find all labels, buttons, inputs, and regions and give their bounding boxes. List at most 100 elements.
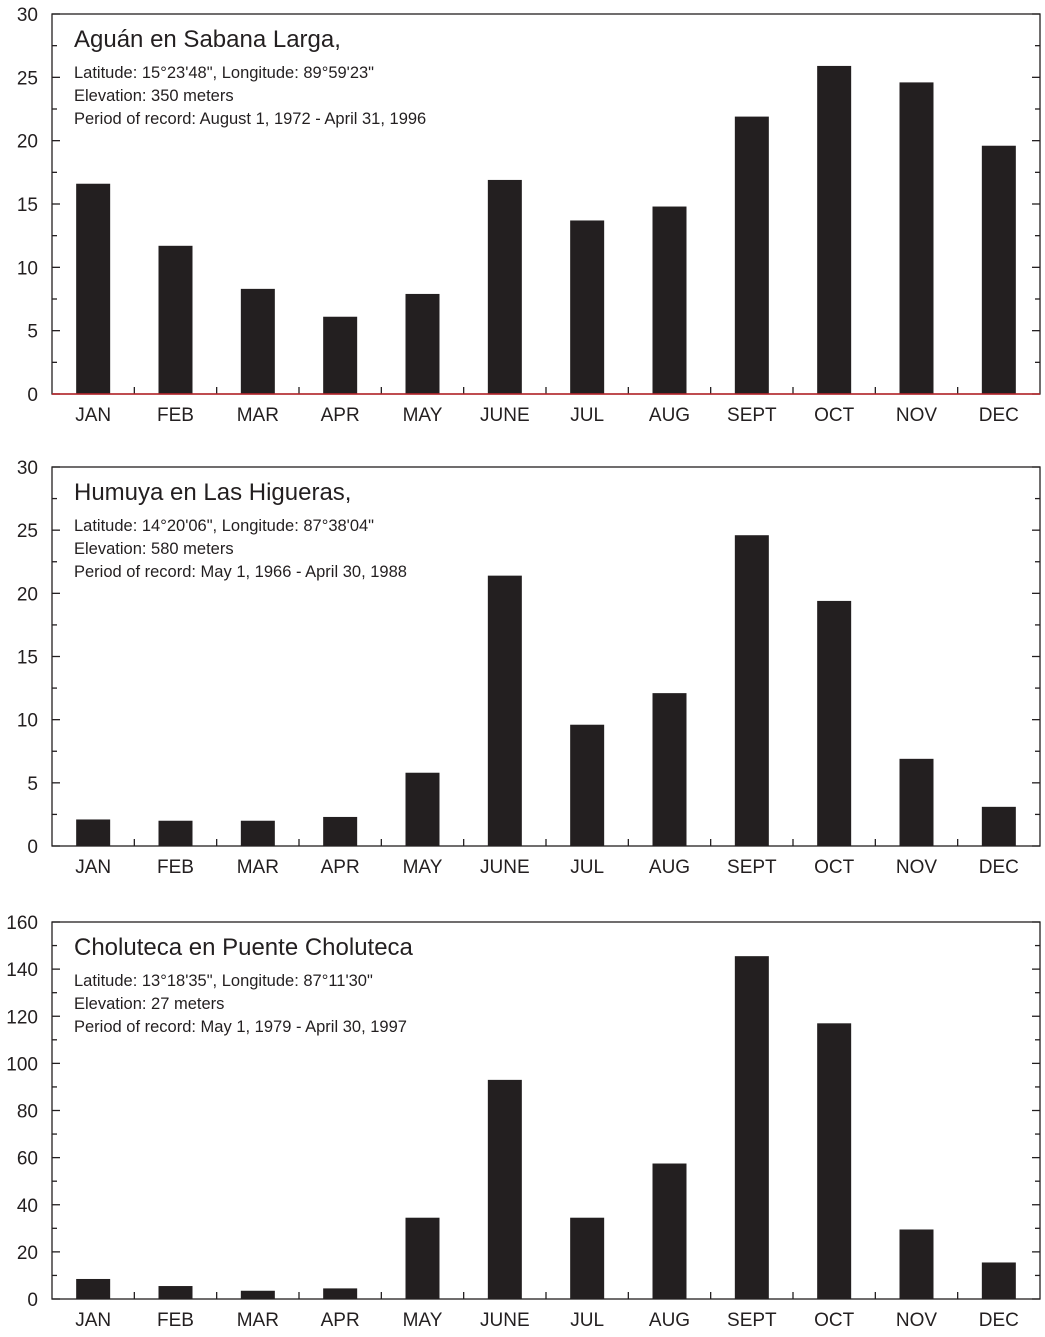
bar-mar (240, 820, 275, 846)
bar-feb (158, 820, 193, 846)
bar-may (405, 293, 440, 394)
x-tick-label: DEC (979, 1310, 1019, 1331)
x-tick-label: JAN (75, 405, 111, 426)
station-info-line: Elevation: 27 meters (74, 995, 224, 1013)
x-tick-label: JUL (570, 1310, 604, 1331)
x-tick-label: JUNE (480, 857, 530, 878)
y-tick-label: 5 (27, 322, 38, 343)
y-tick-label: 15 (17, 648, 38, 669)
x-tick-label: JUL (570, 857, 604, 878)
bar-nov (899, 758, 934, 846)
station-info-line: Latitude: 15°23'48", Longitude: 89°59'23… (74, 64, 374, 82)
chart-title: Choluteca en Puente Choluteca (74, 934, 414, 961)
y-tick-label: 10 (17, 711, 38, 732)
x-tick-label: FEB (157, 405, 194, 426)
bar-feb (158, 1286, 193, 1299)
bar-jul (570, 724, 605, 846)
station-info-line: Elevation: 580 meters (74, 540, 234, 558)
x-tick-label: OCT (814, 1310, 855, 1331)
y-tick-label: 25 (17, 521, 38, 542)
x-tick-label: APR (321, 405, 360, 426)
x-tick-label: NOV (896, 405, 938, 426)
chart-title: Aguán en Sabana Larga, (74, 26, 341, 53)
bar-may (405, 1217, 440, 1299)
bar-oct (817, 1023, 852, 1299)
bar-dec (981, 145, 1016, 394)
x-tick-label: FEB (157, 857, 194, 878)
bar-aug (652, 693, 687, 846)
chart-title: Humuya en Las Higueras, (74, 479, 351, 506)
bar-jan (76, 183, 111, 394)
x-tick-label: AUG (649, 405, 690, 426)
station-info-line: Period of record: May 1, 1979 - April 30… (74, 1018, 407, 1036)
y-tick-label: 25 (17, 68, 38, 89)
bar-oct (817, 600, 852, 846)
chart-panel-2: 0 5 10 15 20 25 30 JAN FEB MAR APR MAY JUNE JUL AUG SEP… (17, 458, 1041, 878)
x-tick-label: MAY (403, 405, 443, 426)
y-tick-label: 100 (6, 1054, 38, 1075)
bar-apr (323, 1288, 358, 1299)
x-tick-label: DEC (979, 405, 1019, 426)
station-info-line: Period of record: May 1, 1966 - April 30… (74, 563, 407, 581)
y-tick-label: 0 (27, 837, 38, 858)
x-tick-label: OCT (814, 857, 855, 878)
bar-june (487, 179, 522, 394)
x-tick-label: AUG (649, 857, 690, 878)
bar-jul (570, 220, 605, 394)
y-tick-label: 20 (17, 584, 38, 605)
bar-dec (981, 1262, 1016, 1299)
chart-panel-3: 0 20 40 60 80 100 120 140 160 JAN FEB MAR APR MAY JUNE… (6, 913, 1041, 1331)
bar-nov (899, 1229, 934, 1299)
bar-mar (240, 288, 275, 394)
x-tick-label: MAR (237, 857, 279, 878)
bar-oct (817, 65, 852, 394)
y-tick-label: 160 (6, 913, 38, 934)
bar-jul (570, 1217, 605, 1299)
y-tick-label: 0 (27, 385, 38, 406)
x-tick-label: APR (321, 1310, 360, 1331)
x-tick-label: MAR (237, 405, 279, 426)
x-tick-label: FEB (157, 1310, 194, 1331)
station-info-line: Latitude: 13°18'35", Longitude: 87°11'30… (74, 972, 373, 990)
y-tick-label: 40 (17, 1196, 38, 1217)
x-tick-label: DEC (979, 857, 1019, 878)
bar-june (487, 1079, 522, 1299)
y-tick-label: 80 (17, 1102, 38, 1123)
bar-aug (652, 206, 687, 394)
station-info-line: Period of record: August 1, 1972 - April… (74, 110, 426, 128)
y-tick-label: 0 (27, 1290, 38, 1311)
bar-nov (899, 82, 934, 395)
x-tick-label: MAR (237, 1310, 279, 1331)
y-tick-label: 30 (17, 5, 38, 26)
x-tick-label: MAY (403, 857, 443, 878)
y-tick-label: 20 (17, 132, 38, 153)
x-tick-label: NOV (896, 857, 938, 878)
x-tick-label: APR (321, 857, 360, 878)
station-info-line: Latitude: 14°20'06", Longitude: 87°38'04… (74, 517, 374, 535)
x-tick-label: SEPT (727, 857, 777, 878)
y-tick-label: 120 (6, 1007, 38, 1028)
x-tick-label: JUNE (480, 405, 530, 426)
x-tick-label: NOV (896, 1310, 938, 1331)
bar-dec (981, 806, 1016, 846)
y-tick-label: 5 (27, 774, 38, 795)
station-info-line: Elevation: 350 meters (74, 87, 234, 105)
x-tick-label: OCT (814, 405, 855, 426)
bar-apr (323, 316, 358, 394)
y-tick-label: 30 (17, 458, 38, 479)
x-tick-label: JAN (75, 1310, 111, 1331)
bar-jan (76, 1278, 111, 1299)
bar-sept (734, 956, 769, 1299)
bar-apr (323, 816, 358, 846)
x-tick-label: MAY (403, 1310, 443, 1331)
y-tick-label: 10 (17, 258, 38, 279)
x-tick-label: JUNE (480, 1310, 530, 1331)
bar-sept (734, 535, 769, 846)
y-tick-label: 60 (17, 1149, 38, 1170)
bar-june (487, 575, 522, 846)
x-tick-label: JUL (570, 405, 604, 426)
x-tick-label: JAN (75, 857, 111, 878)
x-tick-label: SEPT (727, 405, 777, 426)
